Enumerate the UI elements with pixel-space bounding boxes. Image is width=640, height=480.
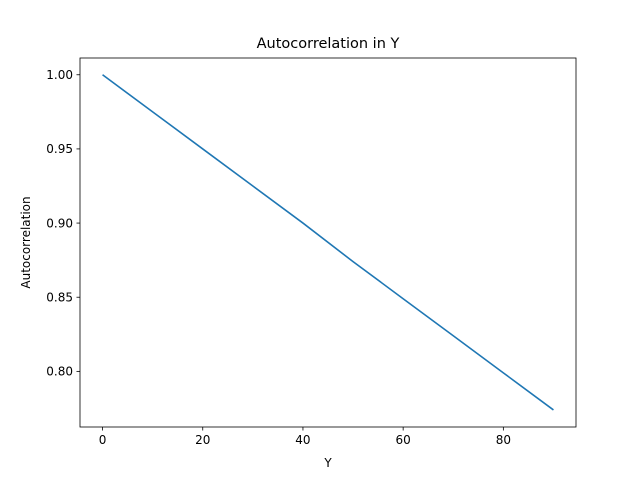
y-tick-label: 1.00 [46, 68, 73, 82]
y-tick-label: 0.80 [46, 365, 73, 379]
x-tick-label: 0 [99, 433, 107, 447]
x-tick-label: 20 [195, 433, 210, 447]
y-tick-label: 0.95 [46, 142, 73, 156]
x-axis-label: Y [323, 456, 332, 470]
y-tick-label: 0.90 [46, 216, 73, 230]
y-tick-label: 0.85 [46, 291, 73, 305]
x-tick-label: 40 [295, 433, 310, 447]
x-tick-label: 60 [396, 433, 411, 447]
y-axis-label: Autocorrelation [19, 196, 33, 288]
x-tick-label: 80 [496, 433, 511, 447]
chart-title: Autocorrelation in Y [257, 36, 400, 52]
